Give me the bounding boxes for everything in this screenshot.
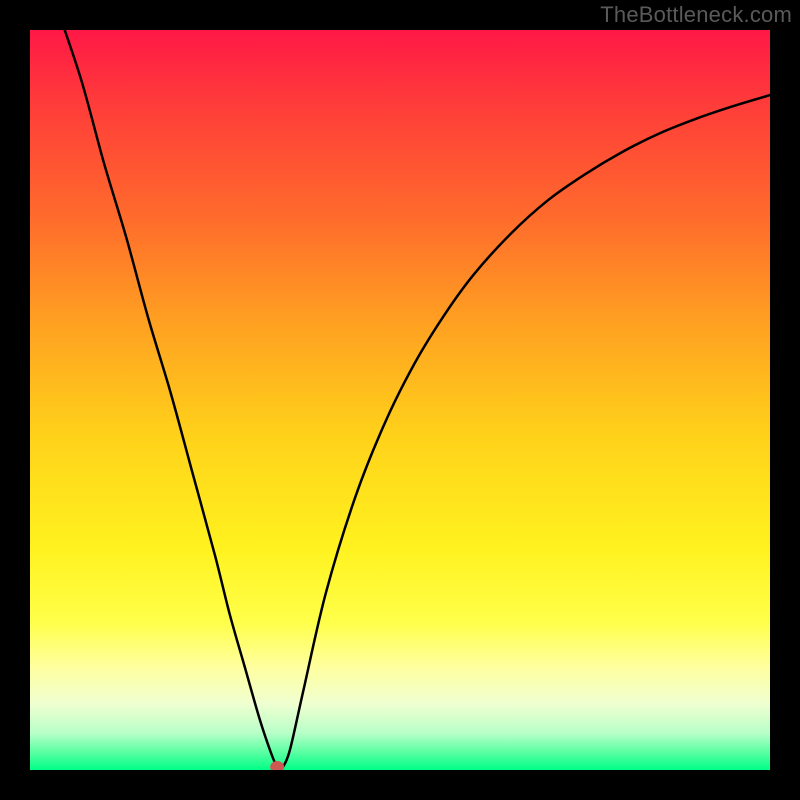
bottleneck-chart: TheBottleneck.com: [0, 0, 800, 800]
watermark-text: TheBottleneck.com: [600, 2, 792, 28]
minimum-marker: [270, 761, 284, 770]
bottleneck-curve: [30, 30, 770, 770]
plot-area: [30, 30, 770, 770]
